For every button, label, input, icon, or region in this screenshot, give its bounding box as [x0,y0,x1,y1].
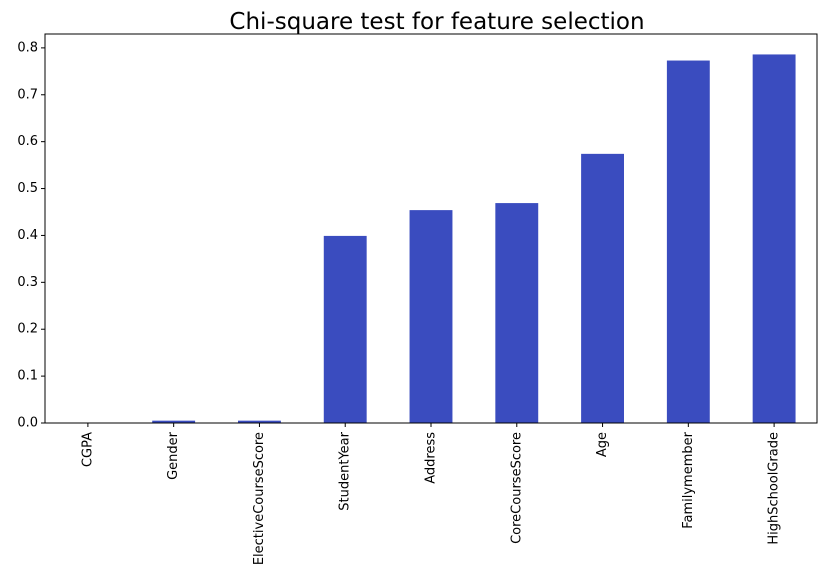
plot-frame [44,33,818,424]
x-tick-label: HighSchoolGrade [767,432,782,545]
x-axis: CGPA Gender ElectiveCourseScore StudentYear… [80,423,782,565]
bar-address [409,210,453,423]
bar-gender [152,420,196,423]
bar-electivecoursescore [238,420,281,423]
x-tick-label: Familymember [681,431,696,528]
y-tick-label: 0.0 [17,416,38,431]
x-tick-label: StudentYear [338,431,353,510]
bar-highschoolgrade [752,54,796,424]
y-tick-label: 0.6 [17,134,38,149]
y-tick-label: 0.2 [17,322,38,337]
chart-title: Chi-square test for feature selection [229,9,644,35]
bar-studentyear [323,235,367,423]
x-tick-label: Age [595,432,610,457]
y-tick-label: 0.5 [17,181,38,196]
x-tick-label: ElectiveCourseScore [252,432,267,565]
y-tick-label: 0.7 [17,87,38,102]
x-tick-label: CGPA [80,432,95,467]
y-tick-label: 0.3 [17,275,38,290]
x-tick-label: Gender [166,431,181,480]
bars-group [152,54,796,424]
y-tick-label: 0.4 [17,228,38,243]
x-tick-label: CoreCourseScore [509,432,524,544]
bar-familymember [666,60,710,423]
y-axis: 0.0 0.1 0.2 0.3 0.4 0.5 0.6 0.7 0.8 [17,40,45,431]
y-tick-label: 0.1 [17,369,38,384]
y-tick-label: 0.8 [17,40,38,55]
bar-corecoursescore [495,203,539,423]
x-tick-label: Address [424,432,439,484]
bar-age [581,153,624,423]
